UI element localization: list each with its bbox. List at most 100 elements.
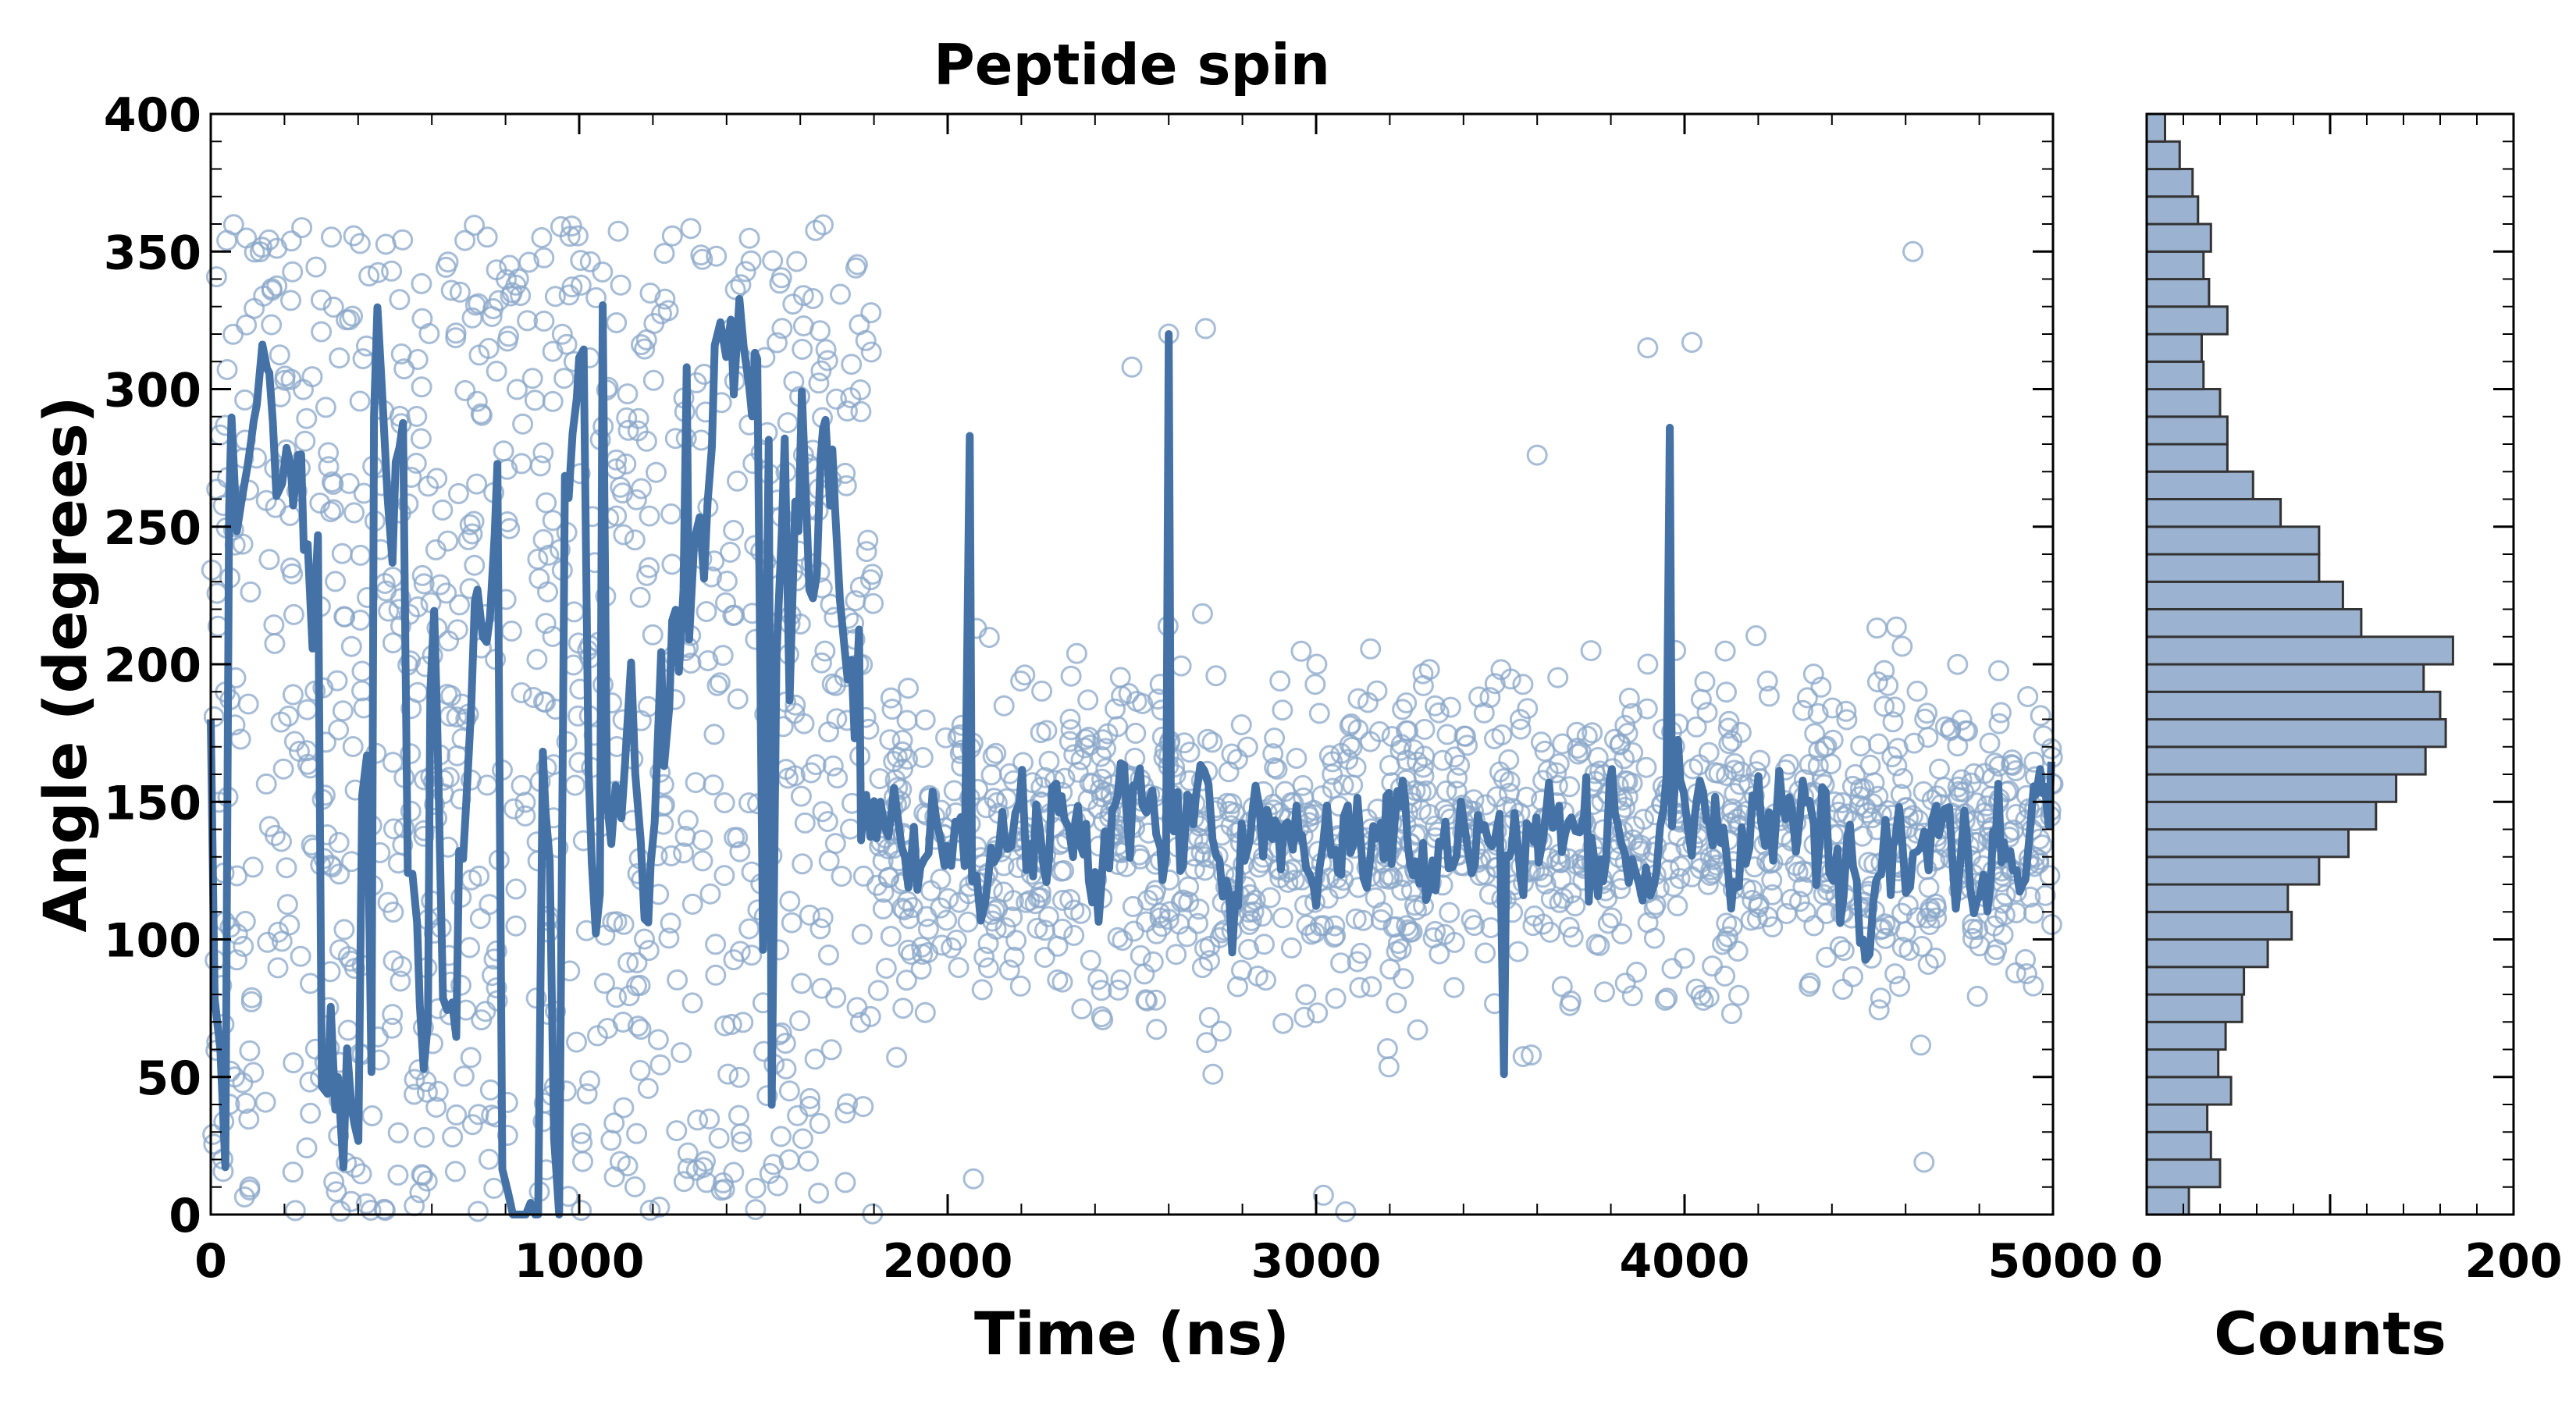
- scatter-point: [258, 549, 280, 571]
- scatter-point: [560, 215, 582, 237]
- scatter-point: [467, 1200, 489, 1222]
- scatter-point: [792, 315, 814, 336]
- scatter-point: [239, 1040, 261, 1062]
- scatter-point: [716, 571, 738, 592]
- scatter-point: [1892, 768, 1914, 789]
- scatter-point: [511, 682, 532, 703]
- scatter-point: [971, 979, 993, 1001]
- scatter-point: [267, 957, 289, 979]
- scatter-point: [524, 389, 546, 411]
- scatter-point: [244, 241, 265, 263]
- scatter-point: [728, 1066, 750, 1088]
- scatter-point: [1490, 659, 1512, 681]
- scatter-point: [449, 281, 471, 303]
- scatter-point: [1716, 912, 1738, 934]
- x-tick-label: 3000: [1251, 1234, 1382, 1289]
- scatter-point: [1832, 978, 1854, 1000]
- scatter-point: [332, 700, 354, 722]
- scatter-point: [1238, 938, 1259, 960]
- scatter-point: [850, 400, 872, 422]
- scatter-point: [891, 897, 913, 919]
- scatter-point: [1702, 863, 1723, 884]
- scatter-point: [1559, 776, 1581, 798]
- scatter-point: [1614, 714, 1636, 736]
- scatter-point: [460, 1047, 482, 1069]
- scatter-point: [478, 337, 500, 359]
- scatter-point: [818, 850, 840, 872]
- scatter-point: [692, 829, 713, 851]
- scatter-point: [1610, 878, 1631, 899]
- scatter-point: [326, 670, 348, 692]
- scatter-point: [855, 329, 877, 351]
- scatter-point: [993, 695, 1015, 717]
- histogram-bar: [2145, 773, 2398, 803]
- scatter-point: [1714, 640, 1736, 662]
- scatter-point: [382, 818, 404, 840]
- scatter-point: [1526, 444, 1548, 466]
- scatter-point: [794, 812, 816, 834]
- scatter-point: [1272, 699, 1293, 721]
- scatter-point: [1479, 687, 1501, 709]
- trace-line: [207, 294, 2055, 1218]
- scatter-point: [449, 594, 471, 616]
- scatter-point: [1917, 954, 1939, 975]
- scatter-point: [1014, 664, 1036, 686]
- scatter-point: [454, 229, 476, 251]
- scatter-point: [856, 541, 877, 563]
- scatter-point: [786, 251, 808, 272]
- scatter-point: [617, 1155, 639, 1177]
- scatter-point: [617, 383, 639, 405]
- scatter-point: [825, 987, 847, 1008]
- scatter-point: [936, 909, 958, 931]
- scatter-point: [238, 1108, 260, 1130]
- scatter-point: [713, 865, 735, 887]
- scatter-point: [461, 307, 483, 329]
- scatter-point: [1548, 753, 1570, 774]
- y-tick-label: 100: [104, 914, 201, 969]
- scatter-point: [787, 1104, 809, 1126]
- scatter-point: [1345, 908, 1367, 930]
- scatter-point: [867, 980, 889, 1001]
- scatter-point: [606, 312, 628, 333]
- scatter-point: [1891, 635, 1913, 657]
- scatter-point: [697, 650, 719, 671]
- scatter-point: [985, 742, 1007, 764]
- scatter-point: [860, 341, 882, 363]
- scatter-point: [454, 379, 476, 401]
- scatter-point: [1453, 725, 1475, 747]
- scatter-point: [1418, 803, 1440, 825]
- scatter-point: [532, 442, 554, 464]
- x-tick-label: 1000: [514, 1234, 645, 1289]
- scatter-point: [777, 412, 799, 434]
- scatter-point: [1714, 965, 1736, 987]
- scatter-point: [600, 1129, 622, 1151]
- scatter-point: [893, 899, 915, 921]
- scatter-point: [1534, 740, 1556, 762]
- scatter-point: [280, 368, 302, 390]
- scatter-point: [1274, 781, 1296, 802]
- scatter-point: [769, 272, 791, 294]
- scatter-point: [459, 514, 481, 535]
- scatter-point: [1535, 873, 1557, 895]
- scatter-point: [812, 907, 834, 929]
- scatter-point: [699, 1108, 720, 1130]
- scatter-point: [1170, 655, 1192, 677]
- scatter-point: [537, 581, 558, 603]
- scatter-point: [635, 430, 657, 452]
- scatter-point: [1873, 660, 1895, 681]
- scatter-point: [533, 310, 555, 332]
- scatter-point: [1407, 751, 1429, 773]
- scatter-point: [1216, 792, 1238, 814]
- scatter-point: [1953, 781, 1975, 803]
- scatter-point: [1254, 934, 1275, 955]
- histogram-bar: [2145, 498, 2282, 528]
- scatter-point: [1920, 901, 1941, 923]
- scatter-point: [812, 801, 834, 823]
- scatter-point: [1378, 1056, 1400, 1078]
- scatter-point: [738, 918, 760, 940]
- scatter-point: [1966, 985, 1988, 1007]
- scatter-point: [658, 927, 680, 949]
- histogram-bar: [2145, 938, 2269, 969]
- scatter-point: [464, 215, 486, 237]
- scatter-point: [535, 613, 557, 635]
